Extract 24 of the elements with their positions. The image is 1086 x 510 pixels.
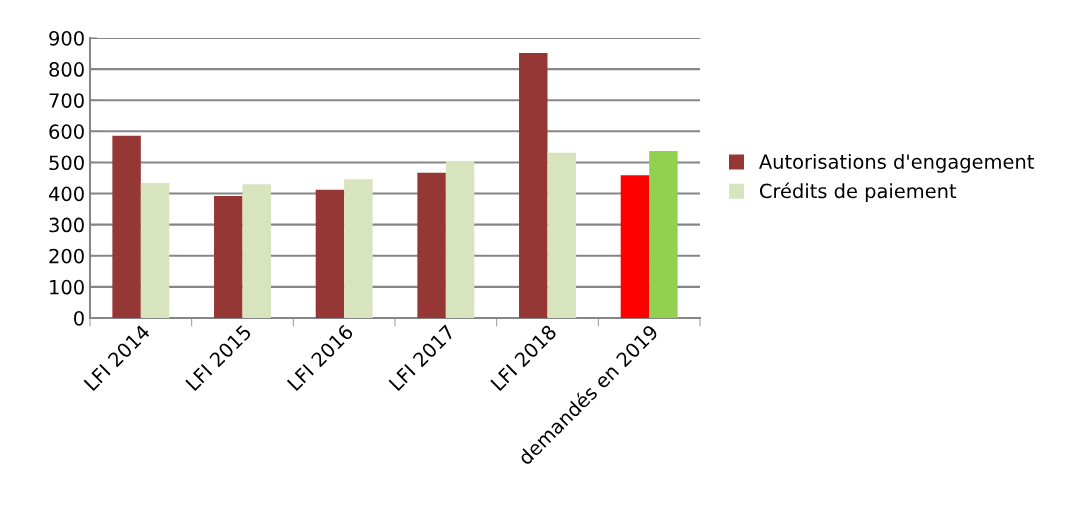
y-tick-label: 0: [74, 310, 84, 326]
y-tick-label: 600: [49, 124, 84, 139]
bar: [214, 196, 243, 318]
y-tick-label: 100: [50, 279, 84, 295]
bar: [344, 179, 373, 318]
y-tick-label: 300: [49, 217, 84, 233]
y-tick-label: 800: [49, 62, 84, 77]
y-tick-label: 200: [49, 248, 84, 264]
y-tick-label: 900: [49, 30, 84, 46]
bar: [140, 182, 170, 318]
bar: [445, 160, 475, 318]
bar: [315, 189, 345, 318]
legend-label: Autorisations d'engagement: [759, 153, 1034, 173]
bar: [519, 52, 548, 318]
y-tick-label: 500: [49, 155, 84, 171]
bar: [112, 135, 141, 318]
bar: [417, 172, 446, 318]
legend-label: Crédits de paiement: [759, 182, 957, 203]
bar: [547, 152, 576, 318]
y-tick-label: 700: [49, 93, 84, 108]
bar: [620, 175, 650, 318]
bar: [649, 150, 678, 318]
y-tick-label: 400: [48, 186, 84, 202]
bar: [242, 184, 271, 318]
